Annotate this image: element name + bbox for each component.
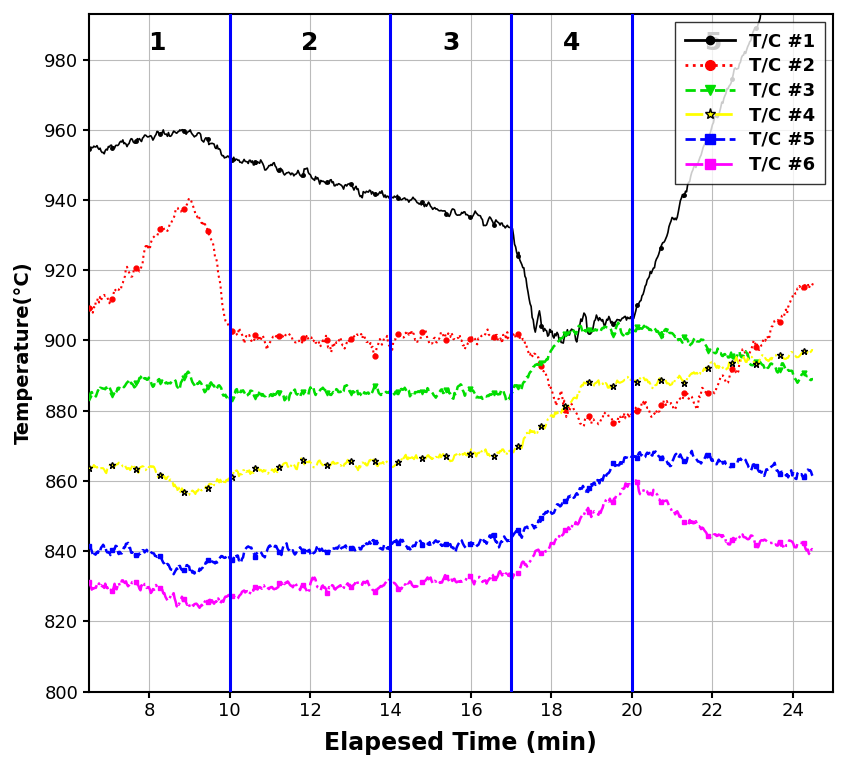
T/C #4 xyxy=(738,356,748,365)
T/C #4 xyxy=(560,401,570,411)
T/C #3 xyxy=(808,375,818,384)
T/C #2 xyxy=(262,345,272,355)
T/C #4 xyxy=(313,456,324,465)
T/C #1 xyxy=(84,145,94,154)
T/C #2 xyxy=(808,278,818,288)
T/C #3 xyxy=(650,324,660,333)
Legend: T/C #1, T/C #2, T/C #3, T/C #4, T/C #5, T/C #6: T/C #1, T/C #2, T/C #3, T/C #4, T/C #5, … xyxy=(675,22,825,184)
T/C #2 xyxy=(650,408,660,418)
T/C #4 xyxy=(262,468,272,477)
T/C #5 xyxy=(739,454,749,464)
T/C #6 xyxy=(289,581,299,590)
T/C #5 xyxy=(560,496,570,505)
T/C #2 xyxy=(739,345,749,354)
T/C #3 xyxy=(84,394,94,403)
T/C #5 xyxy=(313,544,324,553)
T/C #5 xyxy=(169,570,179,579)
T/C #1 xyxy=(558,338,568,348)
Line: T/C #1: T/C #1 xyxy=(87,0,815,345)
Y-axis label: Temperature(°C): Temperature(°C) xyxy=(14,261,33,444)
Line: T/C #3: T/C #3 xyxy=(86,320,816,404)
Line: T/C #6: T/C #6 xyxy=(86,478,816,611)
T/C #6 xyxy=(631,476,641,485)
T/C #2 xyxy=(313,337,324,346)
T/C #4 xyxy=(648,384,658,393)
T/C #1 xyxy=(261,165,271,175)
T/C #4 xyxy=(807,345,817,355)
T/C #2 xyxy=(560,405,570,414)
Line: T/C #5: T/C #5 xyxy=(86,448,816,577)
T/C #6 xyxy=(262,582,272,591)
T/C #3 xyxy=(313,388,323,398)
T/C #3 xyxy=(261,391,271,401)
T/C #5 xyxy=(687,446,697,455)
Text: 4: 4 xyxy=(563,32,580,55)
T/C #4 xyxy=(84,463,94,472)
T/C #6 xyxy=(84,578,94,587)
T/C #5 xyxy=(648,448,658,457)
T/C #1 xyxy=(313,173,323,182)
T/C #3 xyxy=(288,387,298,396)
X-axis label: Elapesed Time (min): Elapesed Time (min) xyxy=(324,731,597,755)
T/C #3 xyxy=(501,397,512,406)
T/C #6 xyxy=(650,487,660,496)
T/C #5 xyxy=(808,472,818,481)
T/C #1 xyxy=(738,51,748,60)
T/C #6 xyxy=(739,532,749,541)
T/C #5 xyxy=(262,547,272,556)
T/C #1 xyxy=(648,264,658,273)
T/C #6 xyxy=(313,584,324,593)
T/C #6 xyxy=(808,545,818,554)
T/C #2 xyxy=(578,422,588,431)
T/C #5 xyxy=(289,548,299,558)
Text: 1: 1 xyxy=(148,32,166,55)
T/C #4 xyxy=(808,345,818,355)
Text: 3: 3 xyxy=(442,32,460,55)
Text: 2: 2 xyxy=(302,32,318,55)
T/C #3 xyxy=(613,318,623,327)
T/C #6 xyxy=(185,603,196,612)
Line: T/C #2: T/C #2 xyxy=(86,196,816,429)
T/C #2 xyxy=(289,337,299,346)
T/C #3 xyxy=(560,329,570,338)
T/C #6 xyxy=(560,525,570,534)
T/C #4 xyxy=(182,491,192,500)
T/C #3 xyxy=(739,351,749,360)
Line: T/C #4: T/C #4 xyxy=(86,347,817,498)
T/C #2 xyxy=(184,194,194,203)
T/C #5 xyxy=(84,541,94,551)
T/C #4 xyxy=(289,460,299,469)
T/C #2 xyxy=(84,303,94,312)
T/C #1 xyxy=(288,169,298,178)
T/C #1 xyxy=(560,329,570,338)
Text: 5: 5 xyxy=(704,32,721,55)
